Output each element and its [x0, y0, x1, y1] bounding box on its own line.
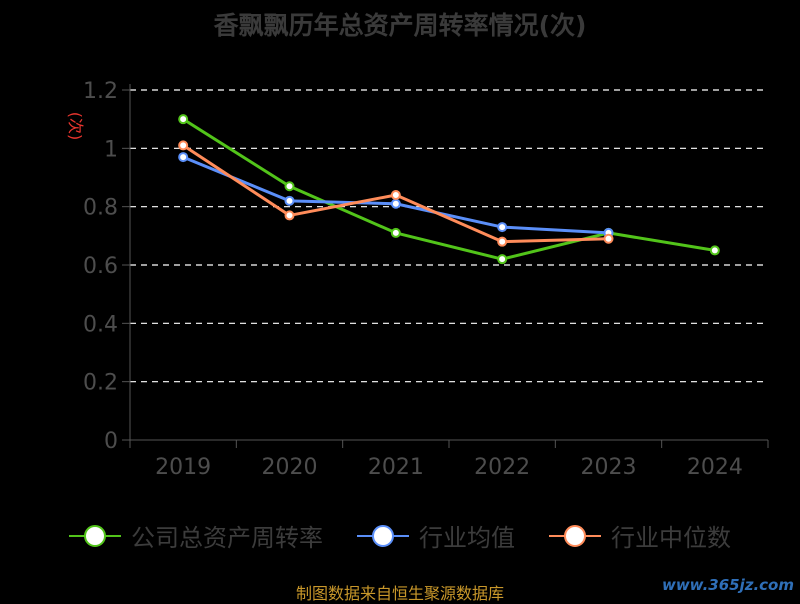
x-tick-label: 2024	[687, 455, 743, 480]
legend-label: 行业均值	[419, 524, 515, 552]
x-tick-label: 2023	[581, 455, 637, 480]
data-point[interactable]	[390, 190, 401, 200]
data-point[interactable]	[284, 195, 295, 206]
legend: 公司总资产周转率 行业均值 行业中位数	[0, 518, 800, 553]
series-line	[182, 117, 716, 261]
legend-marker-icon	[549, 524, 601, 548]
x-tick-label: 2020	[262, 455, 318, 480]
data-point[interactable]	[284, 181, 295, 192]
data-point[interactable]	[178, 114, 189, 125]
legend-item-company[interactable]: 公司总资产周转率	[69, 518, 323, 553]
series	[178, 114, 720, 265]
legend-label: 公司总资产周转率	[131, 524, 323, 552]
data-point[interactable]	[390, 198, 401, 209]
legend-marker-icon	[69, 524, 121, 548]
data-point[interactable]	[497, 236, 508, 247]
watermark-logo: www.365jz.com	[661, 576, 794, 594]
y-axis-label: (次)	[66, 112, 85, 141]
legend-item-industry-median[interactable]: 行业中位数	[549, 518, 731, 553]
data-point[interactable]	[284, 210, 295, 221]
axes: 0 0.2 0.4 0.6 0.8 1 1.2 2019 2020 2021 2022 2023 202…	[83, 79, 769, 480]
data-point[interactable]	[603, 233, 614, 244]
y-tick-label: 1	[104, 137, 118, 162]
x-tick-label: 2019	[155, 455, 211, 480]
y-tick-label: 0.4	[83, 312, 118, 337]
series-2	[178, 140, 614, 247]
y-tick-label: 1.2	[83, 79, 118, 104]
data-point[interactable]	[497, 222, 508, 233]
y-tick-label: 0.8	[83, 196, 118, 221]
y-tick-label: 0.6	[83, 254, 118, 279]
legend-marker-icon	[357, 524, 409, 548]
data-point[interactable]	[178, 140, 189, 151]
x-tick-label: 2022	[474, 455, 530, 480]
x-tick-label: 2021	[368, 455, 424, 480]
data-point[interactable]	[497, 254, 508, 265]
legend-label: 行业中位数	[611, 524, 731, 552]
data-point[interactable]	[178, 152, 189, 163]
source-note: 制图数据来自恒生聚源数据库	[295, 584, 504, 603]
data-point[interactable]	[709, 245, 720, 256]
chart-title: 香飘飘历年总资产周转率情况(次)	[213, 11, 587, 40]
gridlines	[130, 89, 768, 383]
y-tick-label: 0	[104, 429, 118, 454]
y-tick-label: 0.2	[83, 371, 118, 396]
data-point[interactable]	[390, 227, 401, 238]
legend-item-industry-mean[interactable]: 行业均值	[357, 518, 515, 553]
